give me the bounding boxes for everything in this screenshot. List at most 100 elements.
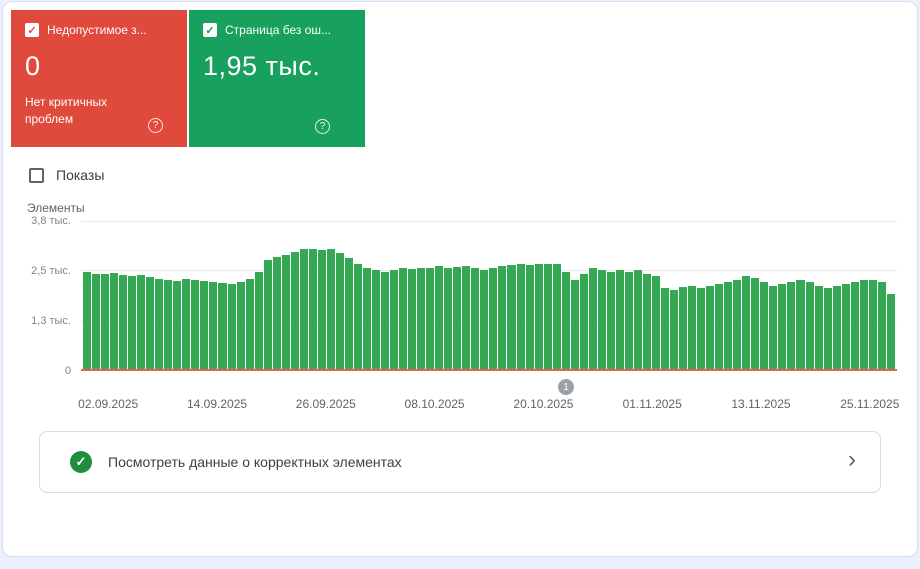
chart-bar[interactable] bbox=[137, 275, 146, 371]
impressions-checkbox[interactable] bbox=[29, 167, 44, 183]
chart-bar[interactable] bbox=[796, 280, 805, 371]
chart-bar[interactable] bbox=[760, 281, 769, 371]
chart-bar[interactable] bbox=[778, 284, 787, 371]
chart-bar[interactable] bbox=[751, 278, 760, 371]
chart-bar[interactable] bbox=[688, 286, 697, 371]
valid-card-checkbox[interactable]: ✓ bbox=[203, 23, 217, 37]
chart-bar[interactable] bbox=[290, 251, 299, 371]
chart-bar[interactable] bbox=[353, 264, 362, 371]
chart-bar[interactable] bbox=[227, 283, 236, 371]
chart-bar[interactable] bbox=[670, 290, 679, 371]
chart-bar[interactable] bbox=[886, 294, 895, 371]
chart-bar[interactable] bbox=[155, 278, 164, 371]
chart-bar[interactable] bbox=[218, 282, 227, 371]
chart-bar[interactable] bbox=[182, 279, 191, 371]
chart-bar[interactable] bbox=[615, 270, 624, 371]
help-icon[interactable]: ? bbox=[315, 119, 330, 134]
chart-bar[interactable] bbox=[317, 250, 326, 371]
chart-bar[interactable] bbox=[245, 279, 254, 371]
chart-bar[interactable] bbox=[326, 248, 335, 371]
chart-bar[interactable] bbox=[254, 272, 263, 371]
chart-bar[interactable] bbox=[841, 283, 850, 371]
chart-bar[interactable] bbox=[877, 281, 886, 371]
chart-bar[interactable] bbox=[426, 268, 435, 371]
chart-bar[interactable] bbox=[651, 276, 660, 371]
chart-bar[interactable] bbox=[417, 267, 426, 371]
chart-bar[interactable] bbox=[507, 265, 516, 371]
chart-bar[interactable] bbox=[263, 259, 272, 371]
chart-bar[interactable] bbox=[480, 269, 489, 371]
chart-bar[interactable] bbox=[281, 254, 290, 371]
chart-bar[interactable] bbox=[308, 248, 317, 371]
chart-bar[interactable] bbox=[110, 273, 119, 371]
chart-bar[interactable] bbox=[579, 273, 588, 371]
chart-bar[interactable] bbox=[787, 281, 796, 371]
chart-bar[interactable] bbox=[191, 280, 200, 371]
chart-bar[interactable] bbox=[444, 267, 453, 371]
valid-status-card[interactable]: ✓ Страница без ош... 1,95 тыс. ? bbox=[189, 10, 365, 147]
chart-bar[interactable] bbox=[128, 276, 137, 371]
chart-bar[interactable] bbox=[597, 269, 606, 371]
chart-bar[interactable] bbox=[543, 263, 552, 371]
chart-bar[interactable] bbox=[624, 271, 633, 371]
chart-bar[interactable] bbox=[733, 279, 742, 371]
chart-bar[interactable] bbox=[706, 286, 715, 371]
chart-bar[interactable] bbox=[642, 274, 651, 371]
chart-bar[interactable] bbox=[769, 286, 778, 371]
error-status-card[interactable]: ✓ Недопустимое з... 0 Нет критичных проб… bbox=[11, 10, 187, 147]
chart-bar[interactable] bbox=[453, 266, 462, 371]
chart-bar[interactable] bbox=[399, 268, 408, 371]
chart-bar[interactable] bbox=[83, 272, 92, 371]
chart-bar[interactable] bbox=[606, 271, 615, 371]
chart-bar[interactable] bbox=[489, 267, 498, 371]
chart-bar[interactable] bbox=[173, 280, 182, 371]
chart-bar[interactable] bbox=[814, 285, 823, 371]
chart-bar[interactable] bbox=[633, 269, 642, 371]
chart-bar[interactable] bbox=[552, 264, 561, 371]
chart-bar[interactable] bbox=[561, 272, 570, 371]
chart-bar[interactable] bbox=[868, 280, 877, 371]
chevron-right-icon[interactable]: › bbox=[848, 446, 856, 473]
chart-bar[interactable] bbox=[715, 284, 724, 371]
chart-bar[interactable] bbox=[588, 268, 597, 371]
chart-bar[interactable] bbox=[435, 266, 444, 371]
chart-bar[interactable] bbox=[534, 264, 543, 371]
chart-bar[interactable] bbox=[462, 266, 471, 371]
chart-bar[interactable] bbox=[516, 264, 525, 371]
chart-bar[interactable] bbox=[236, 281, 245, 371]
chart-bar[interactable] bbox=[362, 267, 371, 371]
chart-bar[interactable] bbox=[390, 270, 399, 371]
error-card-checkbox[interactable]: ✓ bbox=[25, 23, 39, 37]
view-valid-items-link[interactable]: ✓ Посмотреть данные о корректных элемент… bbox=[39, 431, 881, 493]
chart-bar[interactable] bbox=[164, 280, 173, 371]
chart-bar[interactable] bbox=[661, 288, 670, 371]
chart-bar[interactable] bbox=[408, 269, 417, 371]
chart-bar[interactable] bbox=[146, 277, 155, 371]
chart-bar[interactable] bbox=[832, 286, 841, 371]
chart-bar[interactable] bbox=[101, 274, 110, 371]
chart-bar[interactable] bbox=[381, 271, 390, 371]
chart-bar[interactable] bbox=[859, 280, 868, 371]
chart-bar[interactable] bbox=[724, 281, 733, 371]
impressions-toggle[interactable]: Показы bbox=[29, 167, 104, 183]
chart-bar[interactable] bbox=[200, 281, 209, 371]
chart-bar[interactable] bbox=[335, 253, 344, 371]
chart-bar[interactable] bbox=[119, 274, 128, 371]
chart-bar[interactable] bbox=[471, 268, 480, 371]
chart-bar[interactable] bbox=[697, 288, 706, 371]
annotation-marker[interactable]: 1 bbox=[558, 379, 575, 395]
chart-bar[interactable] bbox=[679, 286, 688, 371]
chart-bar[interactable] bbox=[823, 288, 832, 371]
chart-bar[interactable] bbox=[299, 249, 308, 371]
chart-bar[interactable] bbox=[344, 257, 353, 371]
chart-bar[interactable] bbox=[372, 269, 381, 371]
help-icon[interactable]: ? bbox=[148, 118, 163, 133]
chart-bar[interactable] bbox=[498, 266, 507, 371]
chart-bar[interactable] bbox=[805, 281, 814, 371]
chart-bar[interactable] bbox=[92, 273, 101, 371]
chart-bar[interactable] bbox=[209, 282, 218, 371]
chart-bar[interactable] bbox=[742, 276, 751, 371]
chart-bar[interactable] bbox=[850, 281, 859, 371]
chart-bar[interactable] bbox=[525, 264, 534, 371]
chart-bar[interactable] bbox=[272, 256, 281, 371]
